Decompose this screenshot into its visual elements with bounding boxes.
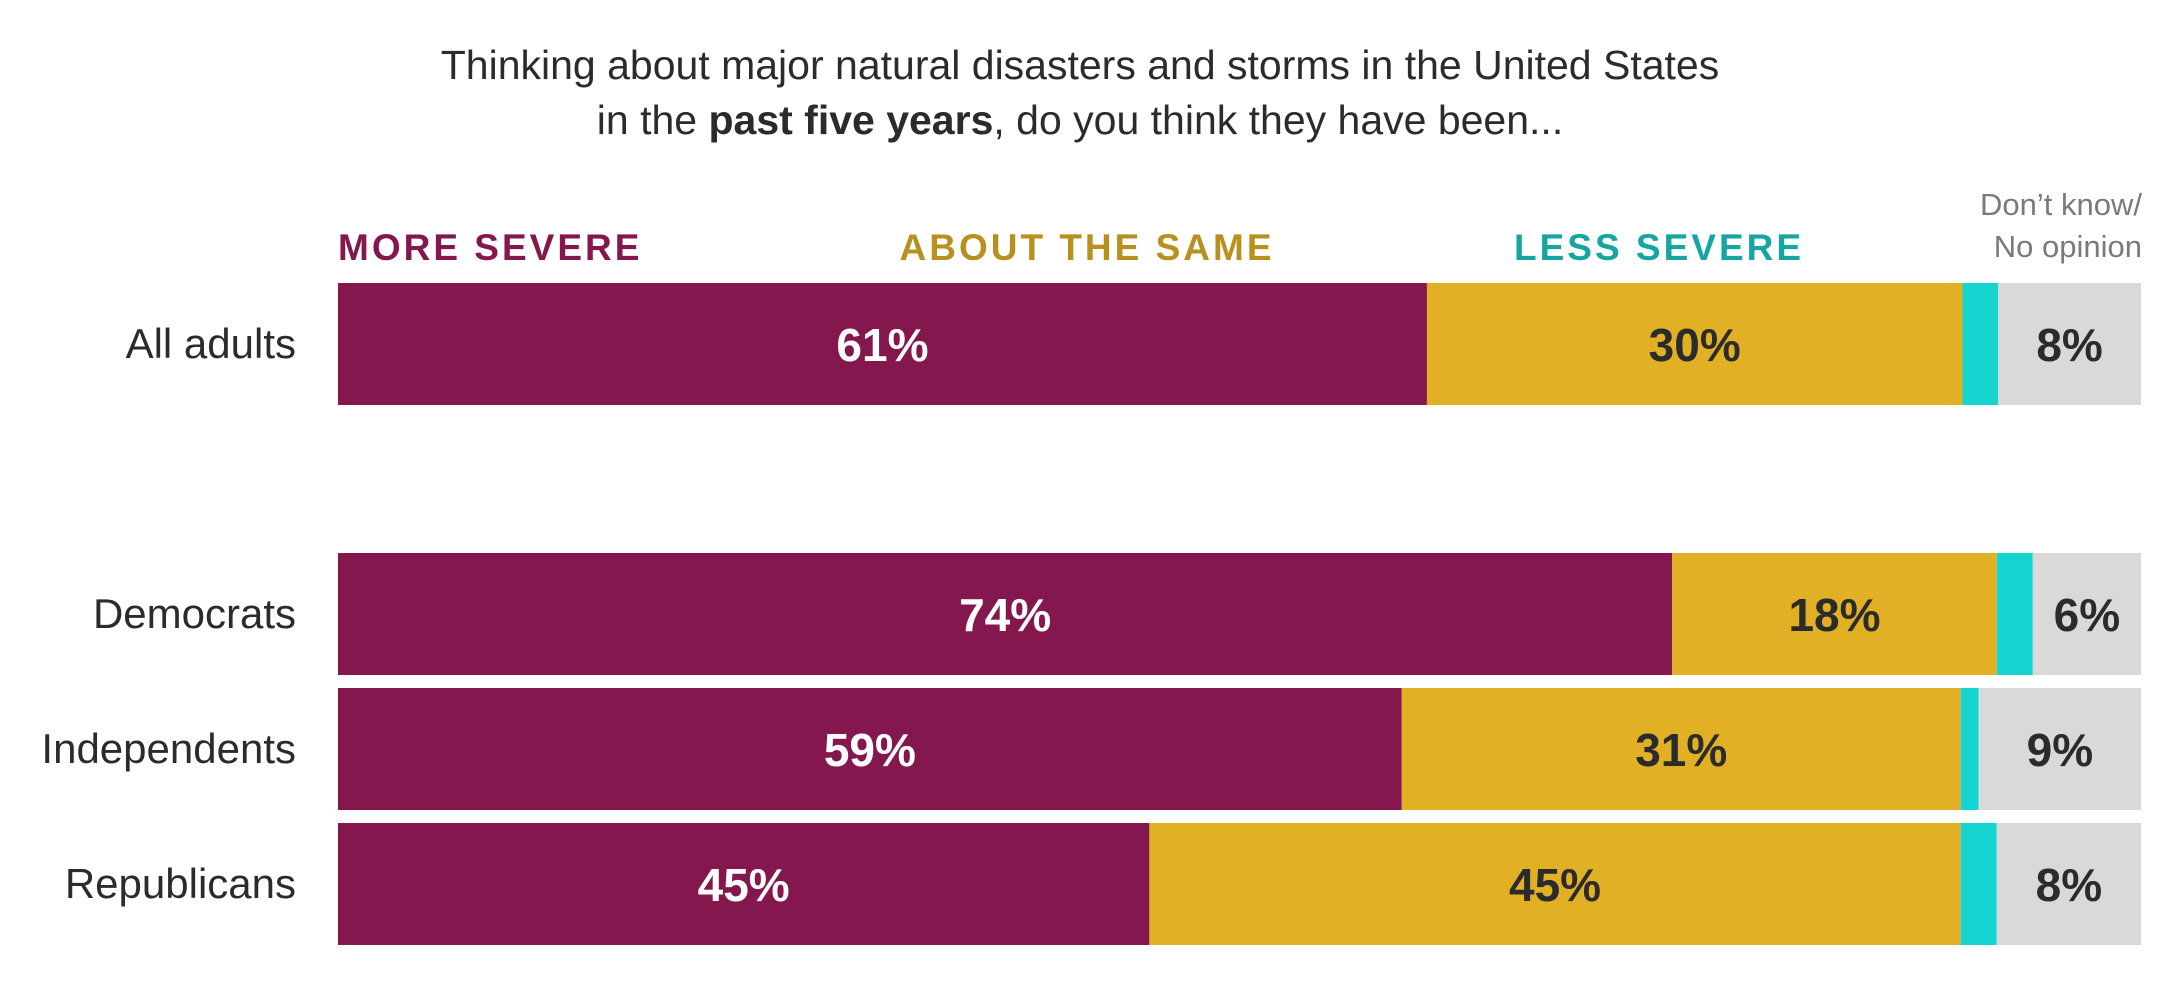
bar-rows: All adults 61% 30% 8% Democrats 74% 18% 6% Indep… bbox=[41, 283, 2141, 945]
row-label-all-adults: All adults bbox=[126, 320, 296, 367]
bar-all-adults-about-the-same bbox=[1426, 283, 1963, 405]
data-label-republicans-about-the-same: 45% bbox=[1509, 859, 1601, 911]
chart-title-line2: in the past five years, do you think the… bbox=[0, 93, 2160, 148]
data-label-republicans-dont-know: 8% bbox=[2036, 859, 2102, 911]
bar-republicans-dont-know bbox=[1996, 823, 2141, 945]
data-label-republicans-more-severe: 45% bbox=[698, 859, 790, 911]
data-label-all-adults-dont-know: 8% bbox=[2036, 319, 2102, 371]
chart-title-line2-prefix: in the bbox=[596, 97, 709, 143]
bar-democrats-more-severe bbox=[338, 553, 1673, 675]
legend: MORE SEVERE ABOUT THE SAME LESS SEVERE D… bbox=[338, 187, 2142, 268]
chart-title-line2-suffix: , do you think they have been... bbox=[993, 97, 1564, 143]
row-label-independents: Independents bbox=[41, 725, 296, 772]
row-label-republicans: Republicans bbox=[65, 860, 296, 907]
chart-title: Thinking about major natural disasters a… bbox=[0, 38, 2160, 148]
bar-democrats-less-severe bbox=[1996, 553, 2033, 675]
chart-title-line1: Thinking about major natural disasters a… bbox=[440, 42, 1720, 88]
bar-all-adults-less-severe bbox=[1962, 283, 1999, 405]
data-label-democrats-more-severe: 74% bbox=[959, 589, 1051, 641]
data-label-democrats-about-the-same: 18% bbox=[1788, 589, 1880, 641]
bar-independents-dont-know bbox=[1978, 688, 2141, 810]
bar-all-adults-dont-know bbox=[1998, 283, 2141, 405]
data-label-all-adults-about-the-same: 30% bbox=[1649, 319, 1741, 371]
data-label-all-adults-more-severe: 61% bbox=[836, 319, 928, 371]
bar-republicans-less-severe bbox=[1960, 823, 1997, 945]
bar-democrats-about-the-same bbox=[1672, 553, 1997, 675]
data-label-independents-dont-know: 9% bbox=[2027, 724, 2093, 776]
chart-title-line2-bold: past five years bbox=[708, 97, 994, 143]
bar-independents-about-the-same bbox=[1401, 688, 1961, 810]
bar-all-adults-more-severe bbox=[338, 283, 1427, 405]
bar-independents-less-severe bbox=[1960, 688, 1979, 810]
legend-more-severe: MORE SEVERE bbox=[338, 227, 642, 268]
legend-dont-know-line1: Don’t know/ bbox=[1980, 187, 2142, 222]
data-label-independents-about-the-same: 31% bbox=[1635, 724, 1727, 776]
bar-democrats-dont-know bbox=[2032, 553, 2141, 675]
legend-less-severe: LESS SEVERE bbox=[1514, 227, 1804, 268]
bar-republicans-about-the-same bbox=[1149, 823, 1961, 945]
data-label-independents-more-severe: 59% bbox=[824, 724, 916, 776]
bar-independents-more-severe bbox=[338, 688, 1402, 810]
row-label-democrats: Democrats bbox=[93, 590, 296, 637]
legend-about-the-same: ABOUT THE SAME bbox=[900, 227, 1275, 268]
data-label-democrats-dont-know: 6% bbox=[2054, 589, 2120, 641]
bar-republicans-more-severe bbox=[338, 823, 1150, 945]
legend-dont-know-line2: No opinion bbox=[1994, 229, 2142, 264]
